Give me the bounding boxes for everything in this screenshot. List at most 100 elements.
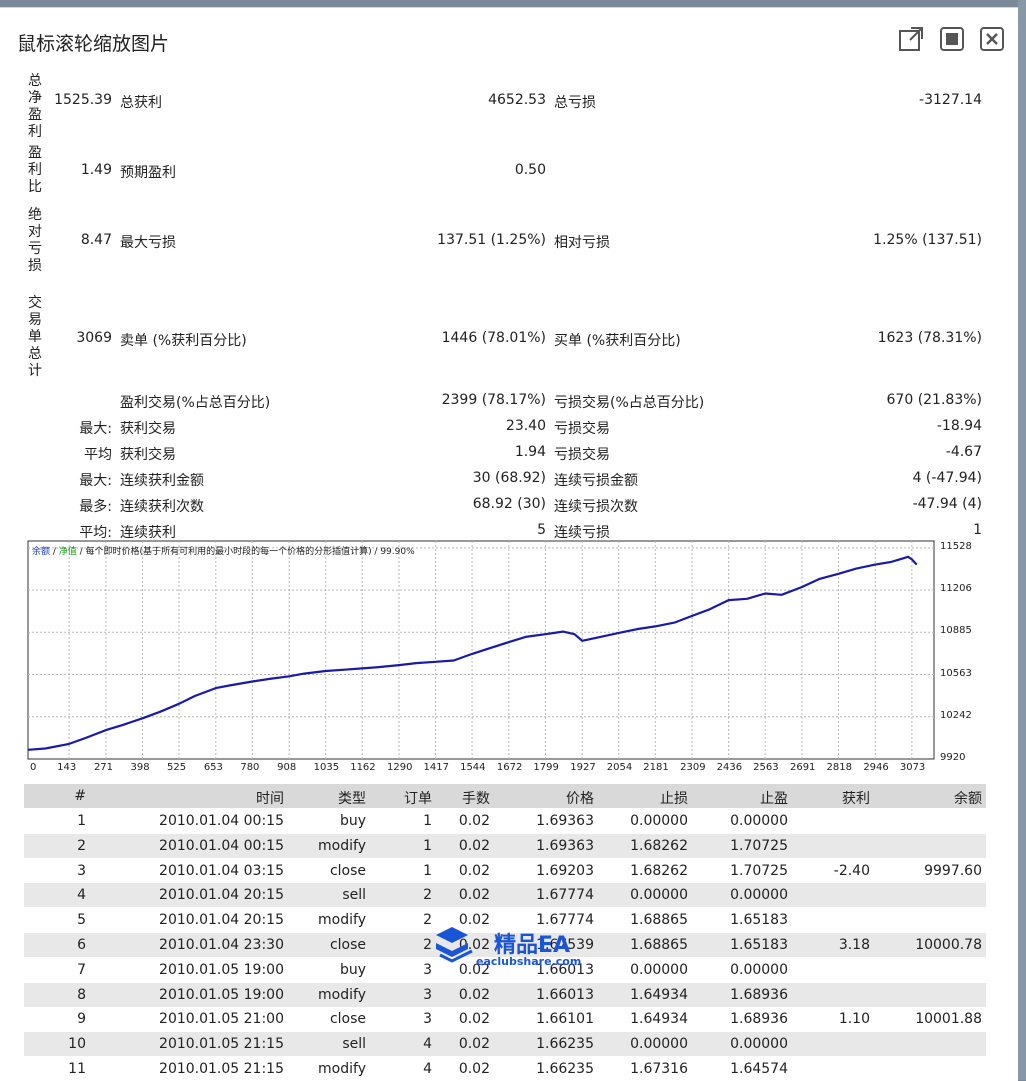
- table-cell: 1: [423, 813, 432, 829]
- table-cell: 10: [68, 1036, 86, 1053]
- x-tick-label: 2181: [643, 762, 669, 773]
- table-cell: sell: [342, 1036, 366, 1053]
- table-cell: 0.02: [458, 1036, 490, 1053]
- column-header[interactable]: 止盈: [760, 791, 788, 807]
- table-cell: 0.00000: [630, 813, 688, 829]
- table-cell: 0.00000: [730, 1036, 788, 1053]
- y-tick-label: 11206: [940, 583, 972, 595]
- stat-value-right: -4.67: [945, 444, 982, 460]
- table-cell: 1.64574: [730, 1061, 788, 1077]
- table-row[interactable]: 9 2010.01.05 21:00 close 3 0.02 1.66101 1.6493…: [24, 1007, 986, 1031]
- table-cell: 1.64934: [630, 1011, 688, 1028]
- legend-sep: /: [50, 547, 59, 557]
- table-row[interactable]: 1 2010.01.04 00:15 buy 1 0.02 1.69363 0.00000 0…: [24, 809, 986, 833]
- x-tick-label: 1290: [387, 762, 413, 773]
- x-tick-label: 1927: [570, 762, 596, 773]
- table-cell: 2010.01.04 20:15: [159, 887, 284, 904]
- x-tick-label: 908: [277, 762, 297, 773]
- column-header[interactable]: 订单: [404, 791, 432, 807]
- table-cell: 1.68865: [630, 937, 688, 953]
- open-external-button[interactable]: [898, 26, 924, 52]
- stat-label-right: 连续亏损: [554, 525, 610, 541]
- table-cell: 1: [423, 837, 432, 854]
- table-cell: 4: [77, 887, 86, 904]
- stat-label-right: 亏损交易: [554, 421, 610, 437]
- stat-value-left: 4652.53: [488, 92, 546, 108]
- table-cell: 1.67774: [536, 887, 594, 904]
- table-cell: 7: [77, 961, 86, 978]
- table-cell: 2010.01.04 00:15: [159, 813, 284, 829]
- table-cell: 2010.01.05 21:00: [159, 1011, 284, 1028]
- table-cell: 1.66235: [536, 1061, 594, 1077]
- stat-label-right: 亏损交易(%占总百分比): [554, 395, 705, 411]
- watermark-title: 精品EA: [494, 933, 571, 958]
- column-header[interactable]: 时间: [256, 791, 284, 807]
- table-cell: 2010.01.04 20:15: [159, 912, 284, 929]
- column-header[interactable]: 止损: [660, 791, 688, 807]
- table-cell: sell: [342, 887, 366, 904]
- x-tick-label: 398: [130, 762, 150, 773]
- stat-value-right: -18.94: [936, 418, 982, 434]
- y-tick-label: 11528: [940, 540, 972, 552]
- y-tick-label: 9920: [940, 752, 966, 763]
- stat-lead-value: 平均:: [79, 525, 112, 541]
- table-cell: 3.18: [838, 937, 870, 953]
- table-cell: 1.68865: [630, 912, 688, 929]
- chart-svg: [27, 540, 935, 760]
- table-cell: 1.69203: [536, 862, 594, 879]
- table-cell: 0.00000: [630, 1036, 688, 1053]
- stat-value-right: 1623 (78.31%): [877, 330, 982, 346]
- stat-value-right: 4 (-47.94): [912, 470, 982, 486]
- stat-label-left: 连续获利次数: [120, 499, 204, 515]
- table-cell: 1.67316: [630, 1061, 688, 1077]
- stat-lead-value: 平均: [84, 447, 112, 463]
- x-tick-label: 780: [240, 762, 260, 773]
- table-row[interactable]: 4 2010.01.04 20:15 sell 2 0.02 1.67774 0.00000…: [24, 883, 986, 908]
- stat-label-right: 买单 (%获利百分比): [554, 333, 681, 349]
- x-tick-label: 1417: [423, 762, 449, 773]
- table-row[interactable]: 3 2010.01.04 03:15 close 1 0.02 1.69203 1.6826…: [24, 859, 986, 883]
- table-cell: modify: [318, 837, 366, 854]
- stat-value-right: -47.94 (4): [912, 496, 982, 512]
- stat-value-right: 1: [973, 522, 982, 538]
- column-header[interactable]: 余额: [954, 791, 982, 807]
- table-row[interactable]: 8 2010.01.05 19:00 modify 3 0.02 1.66013 1.649…: [24, 982, 986, 1007]
- table-row[interactable]: 2 2010.01.04 00:15 modify 1 0.02 1.69363 1.682…: [24, 833, 986, 858]
- table-row[interactable]: 10 2010.01.05 21:15 sell 4 0.02 1.66235 0.0000…: [24, 1032, 986, 1057]
- image-viewer-dialog: 鼠标滚轮缩放图片 总净盈利 盈利比 绝对亏损 交易单总计 1525.39 总获利 4652.…: [0, 7, 1018, 1081]
- stat-lead-value: 1525.39: [54, 92, 112, 108]
- table-row[interactable]: 6 2010.01.04 23:30 close 2 0.02 1.67539 1.6886…: [24, 933, 986, 957]
- column-header[interactable]: 获利: [842, 791, 870, 807]
- table-cell: 1.70725: [730, 837, 788, 854]
- table-cell: 0.00000: [630, 961, 688, 978]
- stat-lead-value: 8.47: [80, 232, 112, 248]
- table-row[interactable]: 7 2010.01.05 19:00 buy 3 0.02 1.66013 0.00000 0…: [24, 958, 986, 982]
- table-cell: 8: [77, 986, 86, 1003]
- stat-label-left: 预期盈利: [120, 165, 176, 181]
- stat-vertical-label: 绝对亏损: [28, 207, 42, 274]
- x-tick-label: 1799: [533, 762, 559, 773]
- table-cell: 1.66235: [536, 1036, 594, 1053]
- titlebar: 鼠标滚轮缩放图片: [0, 8, 1018, 70]
- table-cell: 2: [77, 837, 86, 854]
- column-header[interactable]: 类型: [338, 791, 366, 807]
- column-header[interactable]: 手数: [462, 791, 490, 807]
- fullscreen-button[interactable]: [939, 26, 965, 52]
- x-tick-label: 2946: [863, 762, 889, 773]
- table-row[interactable]: 11 2010.01.05 21:15 modify 4 0.02 1.66235 1.67…: [24, 1057, 986, 1081]
- table-cell: 2010.01.04 00:15: [159, 837, 284, 854]
- table-row[interactable]: 5 2010.01.04 20:15 modify 2 0.02 1.67774 1.688…: [24, 908, 986, 932]
- legend-balance: 余额: [32, 547, 51, 557]
- table-cell: 1.69363: [536, 837, 594, 854]
- stat-value-left: 5: [537, 522, 546, 538]
- x-tick-label: 2563: [753, 762, 779, 773]
- close-button[interactable]: [979, 26, 1005, 52]
- table-cell: 5: [77, 912, 86, 929]
- table-cell: 1.65183: [730, 937, 788, 953]
- x-tick-label: 1162: [350, 762, 376, 773]
- column-header[interactable]: #: [74, 788, 86, 804]
- stat-value-left: 30 (68.92): [472, 470, 546, 486]
- y-tick-label: 10242: [940, 709, 972, 721]
- table-cell: 0.02: [458, 1011, 490, 1028]
- column-header[interactable]: 价格: [566, 791, 594, 807]
